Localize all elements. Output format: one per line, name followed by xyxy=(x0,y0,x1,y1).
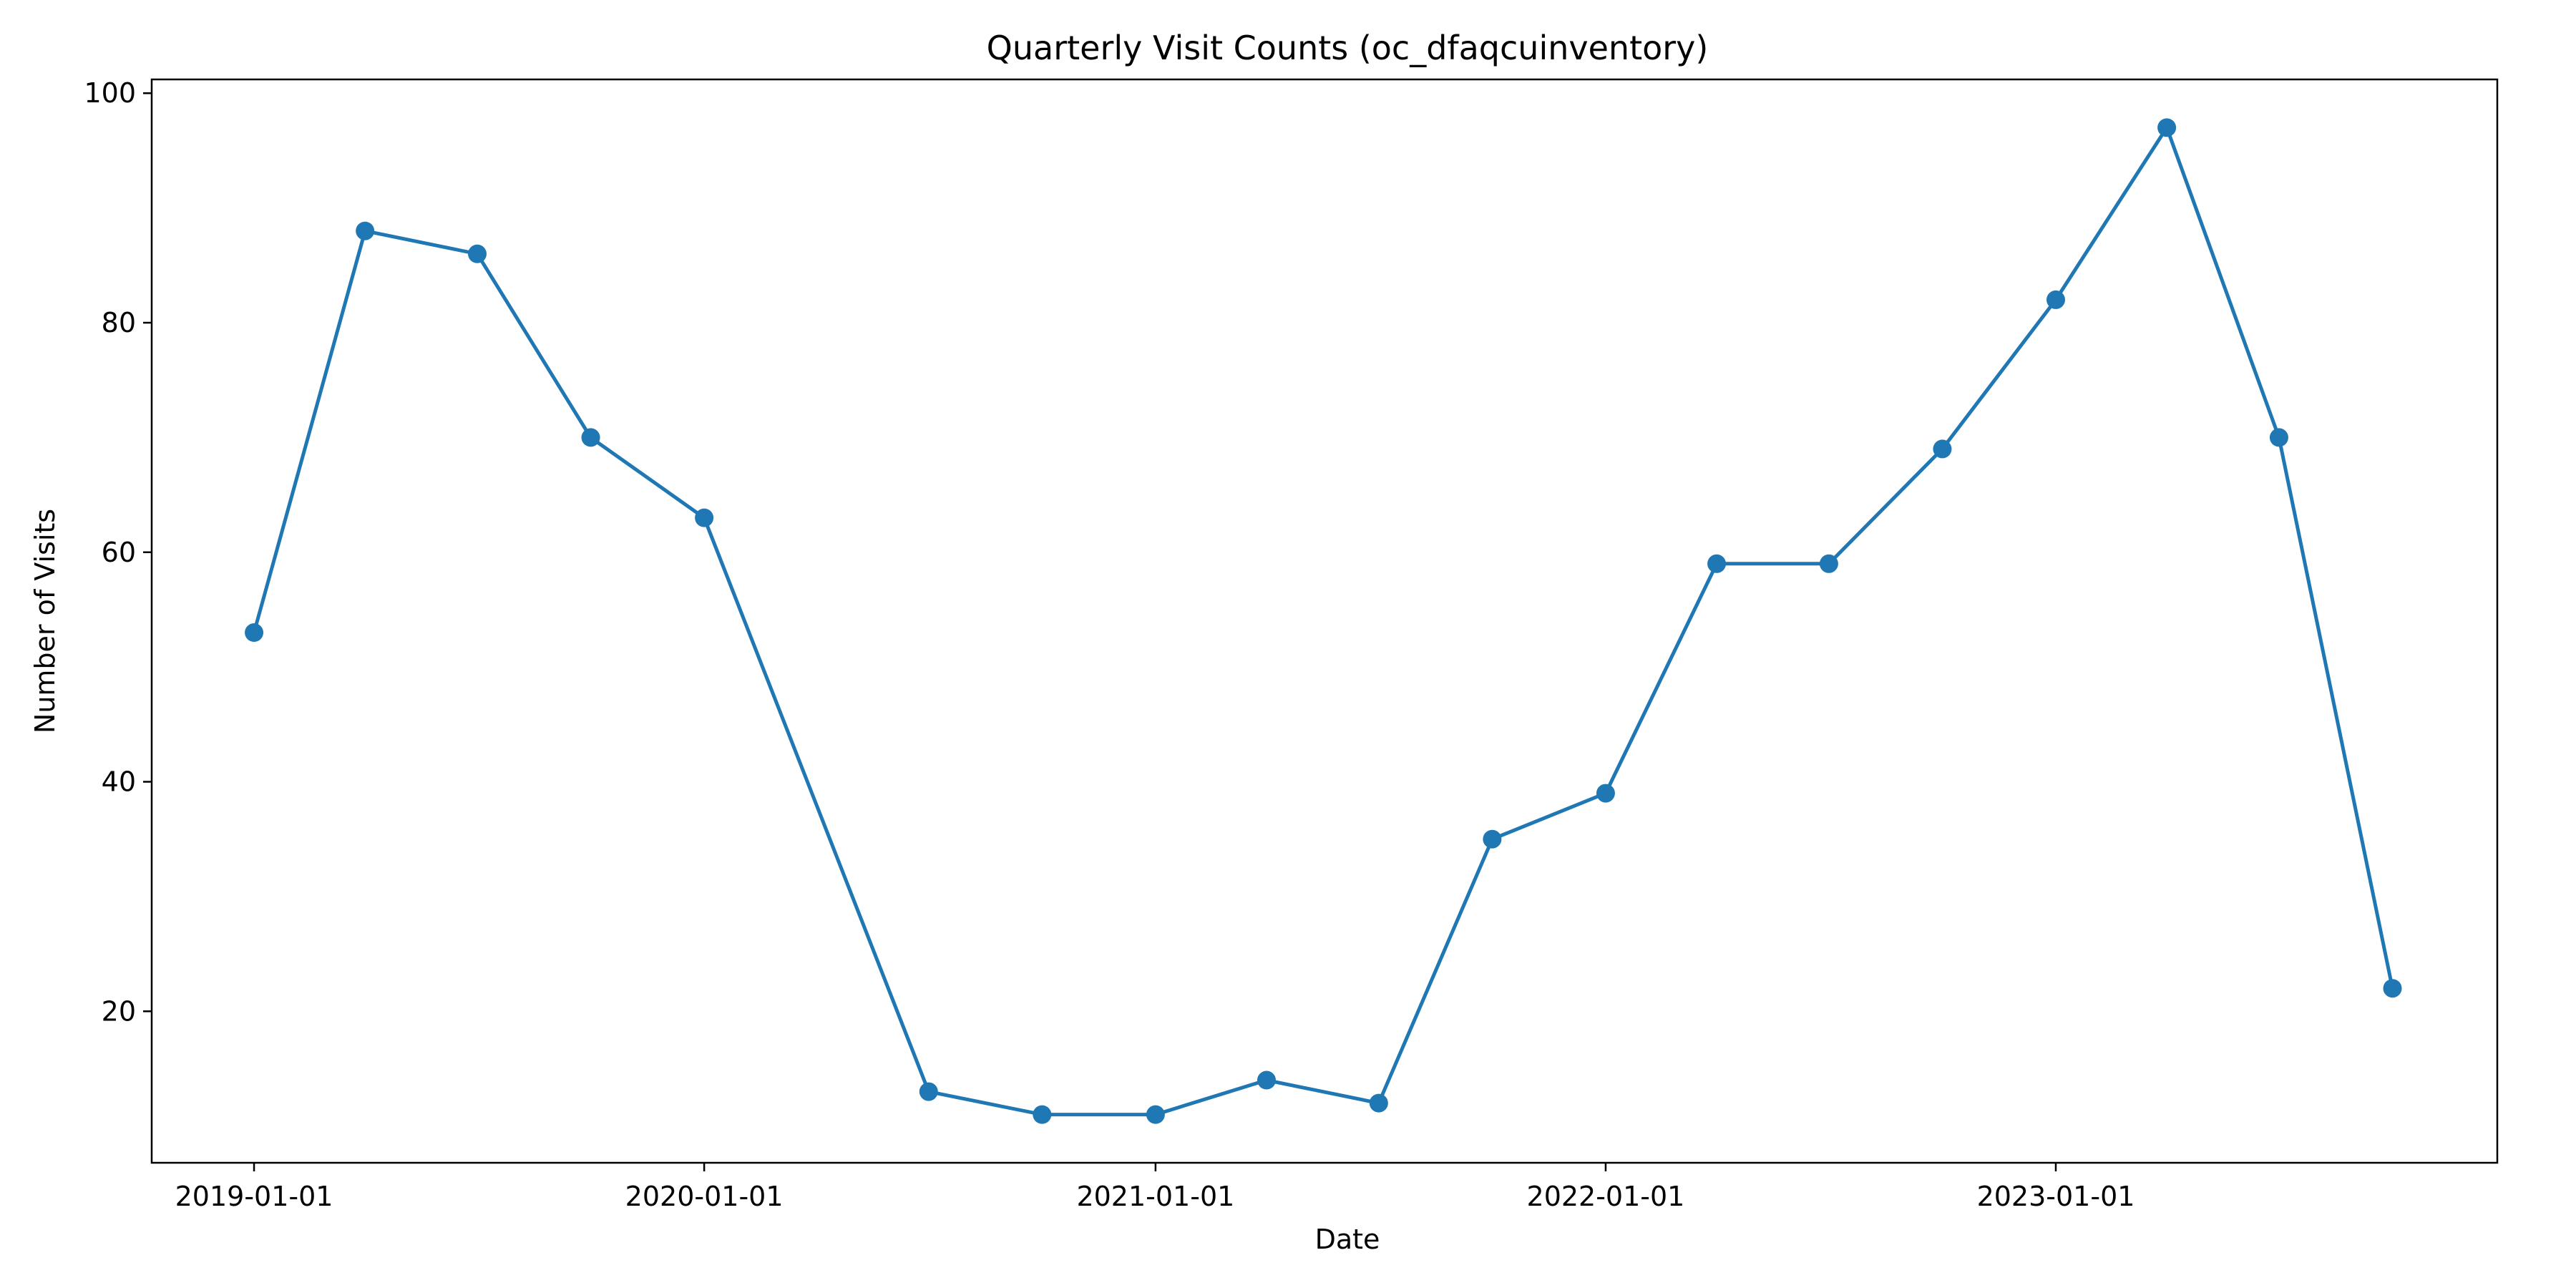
data-point xyxy=(1819,554,1838,573)
x-tick-label: 2023-01-01 xyxy=(1977,1181,2135,1212)
data-point xyxy=(2269,428,2288,447)
x-tick-label: 2020-01-01 xyxy=(625,1181,784,1212)
x-tick-label: 2022-01-01 xyxy=(1527,1181,1685,1212)
data-point xyxy=(919,1082,938,1101)
data-point xyxy=(1033,1105,1052,1124)
y-tick-label: 60 xyxy=(102,537,136,568)
data-point xyxy=(467,244,487,263)
series-layer xyxy=(245,118,2402,1124)
data-point xyxy=(695,508,714,527)
data-point xyxy=(1257,1070,1276,1090)
data-point xyxy=(1146,1105,1165,1124)
y-tick-label: 20 xyxy=(102,995,136,1027)
x-tick-label: 2019-01-01 xyxy=(175,1181,333,1212)
data-point xyxy=(1933,439,1952,459)
data-point xyxy=(581,428,600,447)
data-point xyxy=(1483,829,1502,849)
y-axis-label: Number of Visits xyxy=(29,509,61,733)
data-point xyxy=(1369,1093,1388,1113)
y-axis-ticks: 20 40 60 80 100 xyxy=(84,77,152,1027)
data-point xyxy=(356,221,375,240)
y-tick-label: 80 xyxy=(102,307,136,338)
y-tick-label: 40 xyxy=(102,766,136,798)
data-point xyxy=(2157,118,2177,137)
data-point xyxy=(245,623,264,643)
plot-frame xyxy=(150,78,2499,1164)
chart-title: Quarterly Visit Counts (oc_dfaqcuinvento… xyxy=(987,29,1709,67)
data-point xyxy=(2046,290,2066,309)
data-point xyxy=(2383,979,2402,998)
data-point xyxy=(1707,554,1727,573)
x-tick-label: 2021-01-01 xyxy=(1076,1181,1234,1212)
y-tick-label: 100 xyxy=(84,77,136,109)
x-axis-ticks: 2019-01-01 2020-01-01 2021-01-01 2022-01-01… xyxy=(175,1163,2135,1212)
x-axis-label: Date xyxy=(1315,1224,1380,1255)
data-point xyxy=(1596,784,1615,803)
